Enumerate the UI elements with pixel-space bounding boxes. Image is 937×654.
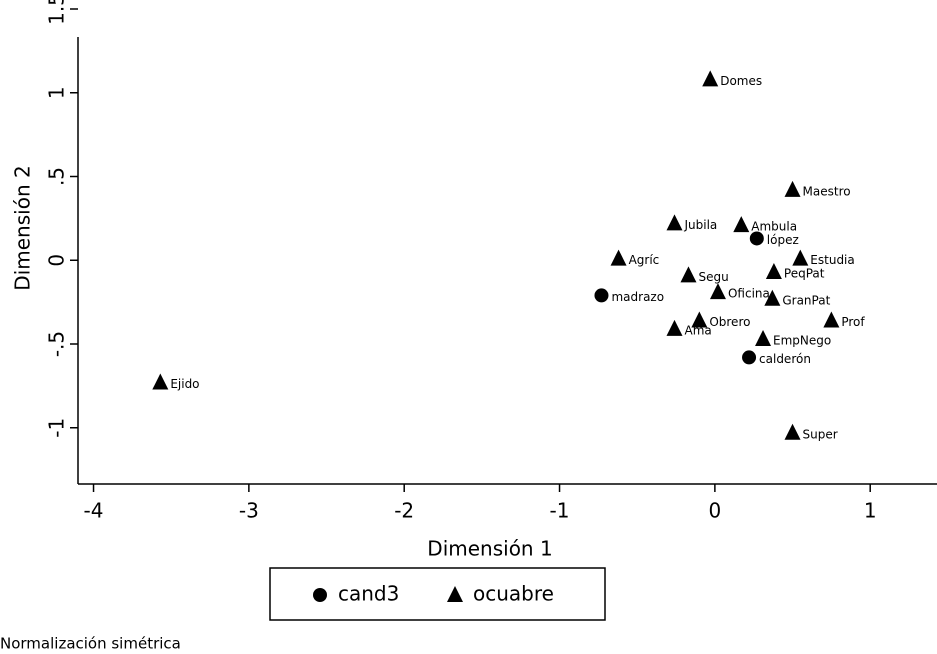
x-tick-label: -1	[550, 499, 570, 523]
point-label: Agríc	[629, 253, 660, 267]
point	[702, 70, 719, 87]
point	[666, 319, 683, 336]
point-label: Oficina	[728, 287, 770, 301]
point	[742, 350, 757, 365]
legend-box	[269, 567, 606, 621]
point	[680, 266, 697, 283]
point	[749, 231, 764, 246]
point-label: PeqPat	[784, 266, 825, 280]
x-tick-label: -3	[239, 499, 259, 523]
point-label: calderón	[759, 352, 811, 366]
point-label: Maestro	[803, 184, 851, 198]
point-label: lópez	[767, 233, 799, 247]
y-axis-label: Dimensión 2	[11, 165, 35, 290]
point-label: Segu	[698, 270, 728, 284]
x-tick-label: 0	[709, 499, 722, 523]
point-label: Ama	[684, 323, 711, 337]
point	[691, 311, 708, 328]
x-tick-label: -4	[84, 499, 104, 523]
point-label: EmpNego	[773, 333, 831, 347]
point-label: Super	[803, 427, 838, 441]
x-axis-label: Dimensión 1	[427, 537, 552, 561]
y-tick-label: 1	[45, 86, 69, 99]
point-label: Domes	[720, 74, 762, 88]
point	[823, 311, 840, 328]
point	[709, 283, 726, 300]
legend-label: cand3	[338, 582, 399, 606]
point	[152, 373, 169, 390]
point	[764, 289, 781, 306]
point-label: Prof	[841, 315, 865, 329]
y-tick-label: 1.5	[45, 0, 69, 25]
y-tick-label: -.5	[45, 331, 69, 357]
footnote: Normalización simétrica	[0, 635, 181, 653]
point	[792, 249, 809, 266]
point-label: madrazo	[611, 290, 664, 304]
point	[755, 329, 772, 346]
legend-label: ocuabre	[473, 582, 554, 606]
point	[733, 216, 750, 233]
point	[784, 423, 801, 440]
point-label: Ejido	[170, 377, 199, 391]
point-label: Ambula	[751, 220, 797, 234]
x-tick-label: -2	[394, 499, 414, 523]
x-tick-label: 1	[864, 499, 877, 523]
point-label: Estudia	[810, 253, 854, 267]
point	[594, 288, 609, 303]
legend-marker	[313, 588, 327, 602]
point	[610, 249, 627, 266]
point-label: Obrero	[709, 315, 750, 329]
point	[784, 180, 801, 197]
point-label: Jubila	[683, 218, 717, 232]
y-tick-label: -1	[45, 418, 69, 438]
point	[765, 262, 782, 279]
y-tick-label: 0	[45, 254, 69, 267]
y-tick-label: .5	[45, 167, 69, 186]
point	[666, 214, 683, 231]
legend-marker	[447, 586, 463, 602]
point-label: GranPat	[782, 293, 830, 307]
